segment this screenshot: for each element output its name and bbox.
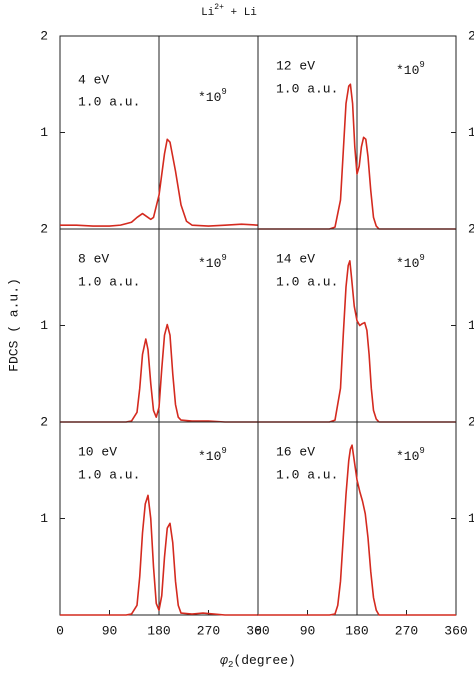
scale-label: *109 [396, 60, 425, 78]
y-tick-label: 2 [468, 221, 474, 236]
x-tick-label: 360 [246, 623, 269, 638]
x-tick-label: 360 [444, 623, 467, 638]
scale-label: *109 [198, 253, 227, 271]
energy-label: 4 eV [78, 72, 109, 87]
scale-exp: 9 [419, 60, 424, 70]
scale-exp: 9 [419, 446, 424, 456]
energy-label: 14 eV [276, 251, 315, 266]
scale-base: *10 [396, 449, 419, 464]
y-tick-label: 2 [468, 414, 474, 429]
x-tick-label: 0 [56, 623, 64, 638]
scale-exp: 9 [221, 446, 226, 456]
x-tick-label: 0 [254, 623, 262, 638]
y-tick-label: 1 [40, 511, 48, 526]
data-line [258, 260, 456, 423]
data-line [258, 444, 456, 616]
scale-exp: 9 [221, 253, 226, 263]
scale-label: *109 [396, 446, 425, 464]
scale-base: *10 [198, 449, 221, 464]
energy-label: 16 eV [276, 444, 315, 459]
x-tick-label: 180 [147, 623, 170, 638]
x-tick-label: 270 [197, 623, 220, 638]
data-line [60, 494, 258, 616]
distance-label: 1.0 a.u. [276, 81, 338, 96]
title-base: Li [201, 7, 215, 19]
data-line [60, 138, 259, 227]
distance-label: 1.0 a.u. [78, 274, 140, 289]
x-tick-label: 180 [345, 623, 368, 638]
scale-exp: 9 [419, 253, 424, 263]
scale-base: *10 [198, 256, 221, 271]
y-tick-label: 1 [468, 511, 474, 526]
distance-label: 1.0 a.u. [78, 94, 140, 109]
figure-title: Li2+ + Li [201, 3, 257, 19]
scale-label: *109 [396, 253, 425, 271]
data-line [258, 83, 456, 230]
scale-base: *10 [198, 90, 221, 105]
energy-label: 12 eV [276, 58, 315, 73]
y-axis-label: FDCS ( a.u.) [6, 278, 21, 372]
x-tick-label: 90 [300, 623, 316, 638]
scale-label: *109 [198, 87, 227, 105]
x-label-symbol: φ [220, 653, 228, 668]
distance-label: 1.0 a.u. [78, 467, 140, 482]
scale-base: *10 [396, 256, 419, 271]
title-rest: + Li [224, 7, 257, 19]
energy-label: 8 eV [78, 251, 109, 266]
y-tick-label: 1 [40, 125, 48, 140]
y-tick-label: 1 [468, 318, 474, 333]
y-tick-label: 1 [40, 318, 48, 333]
x-tick-label: 270 [395, 623, 418, 638]
x-tick-label: 90 [102, 623, 118, 638]
x-label-sub: 2 [228, 660, 233, 670]
y-tick-label: 1 [468, 125, 474, 140]
y-tick-label: 2 [40, 414, 48, 429]
x-axis-label: φ2(degree) [220, 653, 296, 670]
y-tick-label: 2 [468, 28, 474, 43]
data-line [60, 323, 258, 423]
distance-label: 1.0 a.u. [276, 274, 338, 289]
x-label-rest: (degree) [233, 653, 295, 668]
y-tick-label: 2 [40, 221, 48, 236]
distance-label: 1.0 a.u. [276, 467, 338, 482]
scale-exp: 9 [221, 87, 226, 97]
title-sup: 2+ [214, 3, 224, 12]
y-tick-label: 2 [40, 28, 48, 43]
scale-label: *109 [198, 446, 227, 464]
scale-base: *10 [396, 63, 419, 78]
energy-label: 10 eV [78, 444, 117, 459]
